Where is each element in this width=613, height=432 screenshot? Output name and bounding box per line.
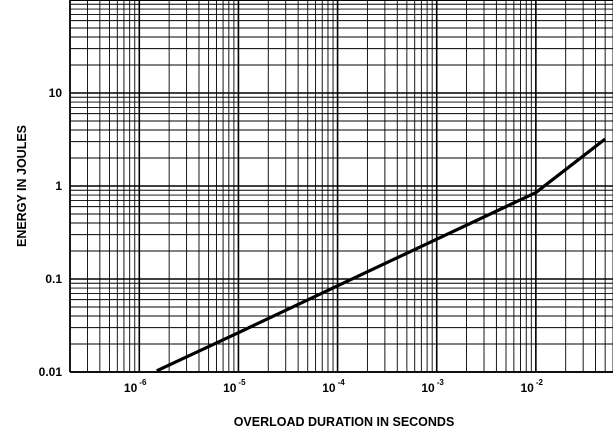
x-tick-label: 10 -5 bbox=[223, 378, 246, 395]
x-tick-exponent: -2 bbox=[536, 378, 544, 387]
x-tick-exponent: -5 bbox=[238, 378, 246, 387]
x-tick-exponent: -6 bbox=[139, 378, 147, 387]
y-tick-label: 10 bbox=[49, 86, 63, 100]
x-tick-label: 10 -4 bbox=[322, 378, 345, 395]
energy-duration-line bbox=[156, 137, 607, 373]
x-tick-labels: 10 -6 10 -5 10 -4 10 -3 10 -2 bbox=[124, 378, 544, 395]
grid bbox=[69, 0, 613, 373]
plot-frame bbox=[69, 0, 613, 373]
x-tick-label: 10 -3 bbox=[421, 378, 444, 395]
y-axis-label: ENERGY IN JOULES bbox=[15, 125, 29, 247]
y-tick-labels: 0.01 0.1 1 10 bbox=[39, 86, 63, 379]
x-tick-base: 10 bbox=[223, 381, 237, 395]
x-tick-base: 10 bbox=[520, 381, 534, 395]
x-tick-exponent: -3 bbox=[437, 378, 445, 387]
series-layer bbox=[156, 137, 607, 373]
y-tick-label: 0.01 bbox=[39, 365, 63, 379]
x-tick-base: 10 bbox=[421, 381, 435, 395]
x-axis-label: OVERLOAD DURATION IN SECONDS bbox=[234, 415, 455, 429]
x-tick-label: 10 -2 bbox=[520, 378, 543, 395]
y-tick-label: 1 bbox=[55, 179, 62, 193]
x-tick-base: 10 bbox=[124, 381, 138, 395]
x-tick-base: 10 bbox=[322, 381, 336, 395]
y-tick-label: 0.1 bbox=[45, 272, 62, 286]
x-tick-exponent: -4 bbox=[338, 378, 346, 387]
x-tick-label: 10 -6 bbox=[124, 378, 147, 395]
